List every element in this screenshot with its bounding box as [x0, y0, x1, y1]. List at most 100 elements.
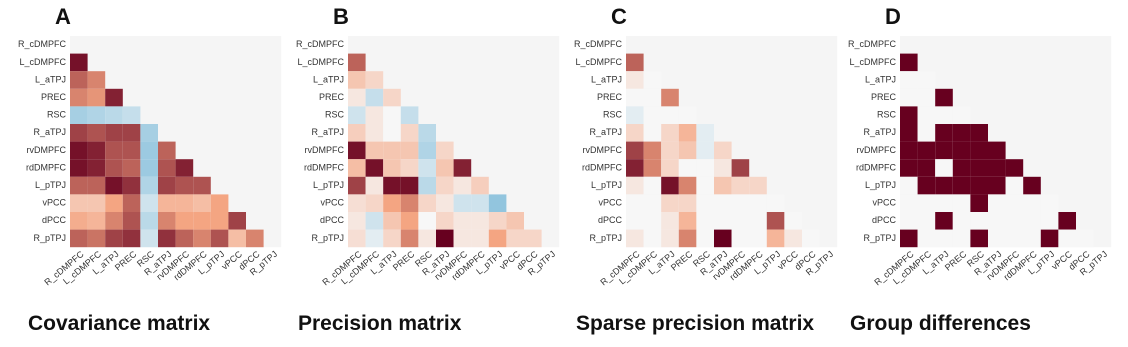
- matrix-cell: [488, 194, 507, 212]
- matrix-cell: [122, 194, 141, 212]
- matrix-cell: [900, 88, 918, 107]
- matrix-cell: [348, 229, 366, 248]
- matrix-cell: [228, 212, 246, 230]
- matrix-cell: [1005, 159, 1024, 177]
- matrix-cell: [105, 229, 123, 248]
- matrix-cell: [626, 141, 644, 160]
- matrix-cell: [70, 106, 88, 124]
- matrix-cell: [917, 106, 936, 124]
- matrix-cell: [140, 141, 158, 160]
- matrix-cell: [643, 176, 662, 195]
- matrix-cell: [678, 159, 697, 177]
- y-tick-label: R_aTPJ: [863, 127, 896, 137]
- matrix-cell: [383, 194, 401, 212]
- matrix-cell: [400, 141, 419, 160]
- matrix-cell: [643, 88, 662, 107]
- y-tick-label: R_cDMPFC: [574, 39, 623, 49]
- matrix-cell: [348, 159, 366, 177]
- matrix-cell: [436, 159, 454, 177]
- matrix-cell: [678, 212, 697, 230]
- matrix-cell: [643, 124, 662, 142]
- matrix-cell: [87, 159, 106, 177]
- panel-title: Sparse precision matrix: [576, 312, 814, 335]
- matrix-cell: [122, 124, 141, 142]
- matrix-cell: [1005, 176, 1024, 195]
- matrix-cell: [418, 176, 436, 195]
- matrix-cell: [87, 124, 106, 142]
- matrix-cell: [749, 176, 767, 195]
- y-tick-label: L_cDMPFC: [19, 57, 66, 67]
- matrix-cell: [365, 159, 384, 177]
- matrix-cell: [175, 194, 194, 212]
- matrix-cell: [418, 194, 436, 212]
- matrix-cell: [626, 106, 644, 124]
- matrix-cell: [122, 176, 141, 195]
- y-tick-label: R_aTPJ: [33, 127, 66, 137]
- matrix-cell: [383, 176, 401, 195]
- matrix-cell: [348, 141, 366, 160]
- y-tick-label: rvDMPFC: [27, 145, 67, 155]
- matrix-cell: [935, 229, 953, 248]
- matrix-cell: [471, 194, 489, 212]
- matrix-cell: [802, 229, 820, 248]
- matrix-cell: [935, 159, 953, 177]
- matrix-cell: [935, 88, 953, 107]
- matrix-cell: [661, 194, 679, 212]
- matrix-cell: [696, 124, 714, 142]
- matrix-cell: [661, 176, 679, 195]
- matrix-cell: [140, 124, 158, 142]
- matrix-cell: [436, 194, 454, 212]
- matrix-cell: [400, 106, 419, 124]
- matrix-cell: [488, 229, 507, 248]
- y-tick-label: L_pTPJ: [865, 180, 896, 190]
- matrix-cell: [626, 71, 644, 89]
- matrix-cell: [678, 141, 697, 160]
- matrix-cell: [731, 229, 750, 248]
- matrix-cell: [714, 176, 732, 195]
- matrix-cell: [140, 176, 158, 195]
- y-tick-label: L_aTPJ: [591, 74, 622, 84]
- y-tick-label: rvDMPFC: [305, 145, 345, 155]
- matrix-cell: [661, 141, 679, 160]
- matrix-cell: [210, 212, 229, 230]
- y-tick-label: R_cDMPFC: [18, 39, 67, 49]
- matrix-cell: [970, 159, 988, 177]
- matrix-cell: [506, 229, 524, 248]
- matrix-cell: [970, 229, 988, 248]
- matrix-cell: [140, 159, 158, 177]
- matrix-cell: [383, 141, 401, 160]
- matrix-cell: [784, 212, 802, 230]
- matrix-cell: [383, 106, 401, 124]
- panel-title: Precision matrix: [298, 312, 462, 335]
- matrix-cell: [626, 229, 644, 248]
- matrix-cell: [988, 141, 1006, 160]
- matrix-cell: [365, 194, 384, 212]
- y-tick-label: R_aTPJ: [589, 127, 622, 137]
- matrix-cell: [696, 229, 714, 248]
- matrix-cell: [935, 124, 953, 142]
- y-tick-label: R_cDMPFC: [848, 39, 897, 49]
- matrix-cell: [70, 159, 88, 177]
- y-tick-label: rvDMPFC: [857, 145, 897, 155]
- matrix-cell: [471, 229, 489, 248]
- matrix-cell: [696, 159, 714, 177]
- matrix-cell: [714, 141, 732, 160]
- matrix-cell: [383, 229, 401, 248]
- matrix-cell: [436, 229, 454, 248]
- matrix-cell: [87, 106, 106, 124]
- matrix-cell: [348, 71, 366, 89]
- matrix-cell: [643, 141, 662, 160]
- y-tick-label: L_pTPJ: [35, 180, 66, 190]
- matrix-cell: [952, 159, 971, 177]
- matrix-cell: [643, 212, 662, 230]
- matrix-cell: [626, 159, 644, 177]
- matrix-cell: [158, 141, 176, 160]
- matrix-cell: [400, 124, 419, 142]
- y-tick-label: rdDMPFC: [26, 162, 66, 172]
- matrix-cell: [70, 88, 88, 107]
- y-tick-label: PREC: [597, 92, 623, 102]
